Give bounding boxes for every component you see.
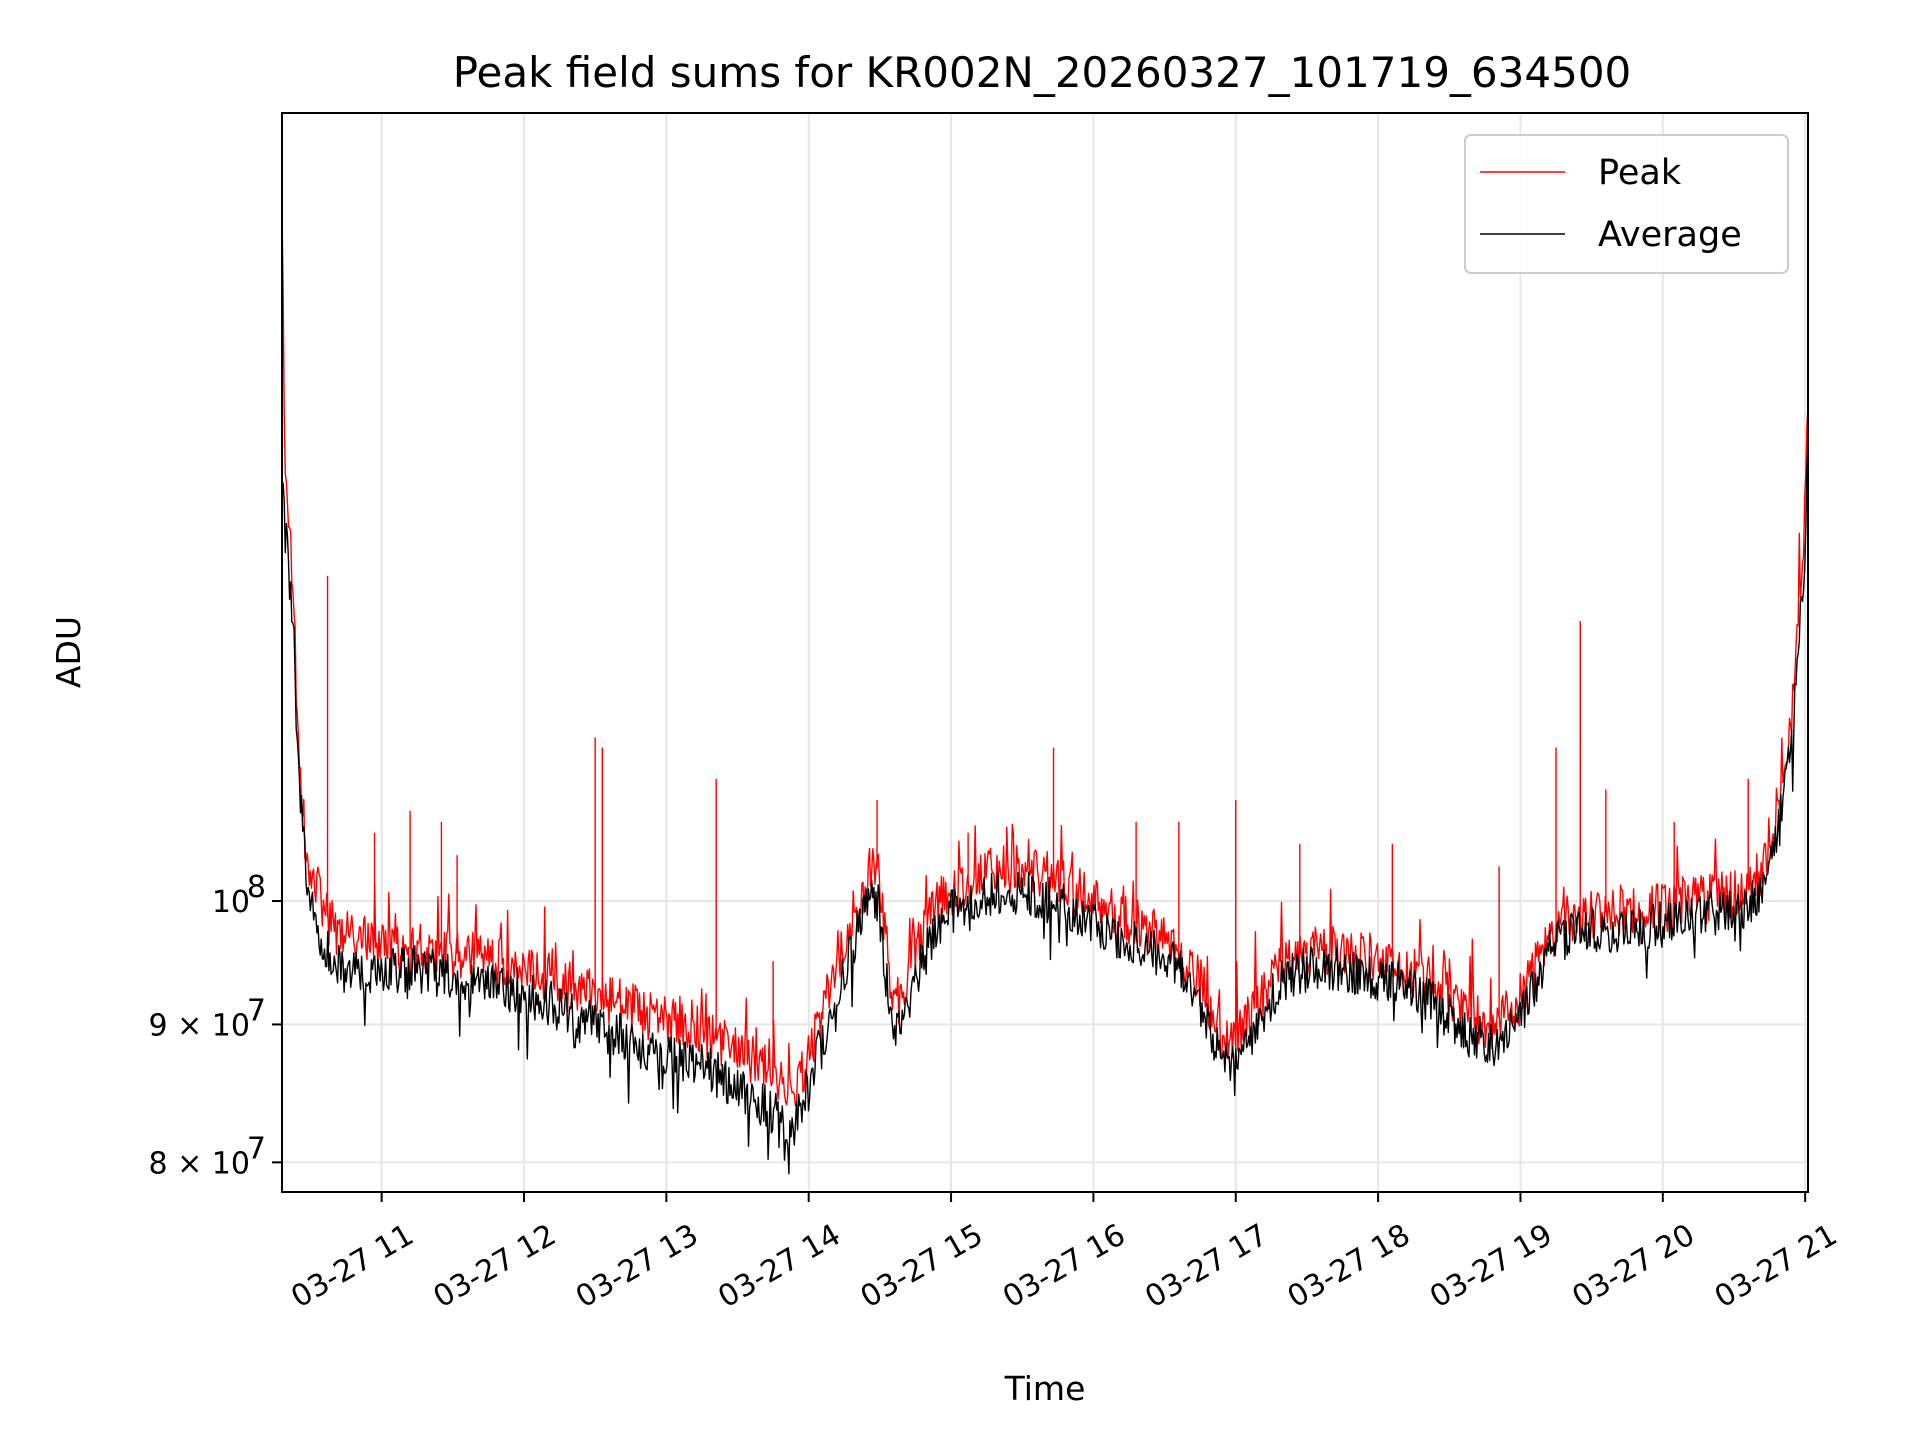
y-tick-label-exponent: 7 [247, 993, 266, 1028]
legend-peak-label: Peak [1598, 153, 1682, 193]
x-axis-label: Time [1004, 1369, 1086, 1408]
y-tick-label-base: 8 × 10 [149, 1146, 250, 1181]
plot-area [282, 211, 1808, 1175]
series-lines [282, 211, 1808, 1175]
y-tick-label: 9 × 10 [149, 1008, 250, 1043]
y-tick-label: 8 × 10 [149, 1146, 250, 1181]
y-tick-label-base: 9 × 10 [149, 1008, 250, 1043]
legend: Peak Average [1464, 134, 1789, 274]
chart-title: Peak field sums for KR002N_20260327_1017… [453, 48, 1632, 97]
plot-frame [281, 112, 1809, 1193]
y-tick-label-exponent: 7 [247, 1131, 266, 1166]
series-line-average [282, 439, 1808, 1175]
legend-box [1464, 134, 1789, 274]
y-tick-label: 10 [212, 885, 250, 920]
y-tick-label-exponent: 8 [247, 870, 266, 905]
y-tick-label-base: 10 [212, 885, 250, 920]
legend-average-label: Average [1598, 215, 1742, 255]
y-axis-label: ADU [49, 616, 88, 688]
